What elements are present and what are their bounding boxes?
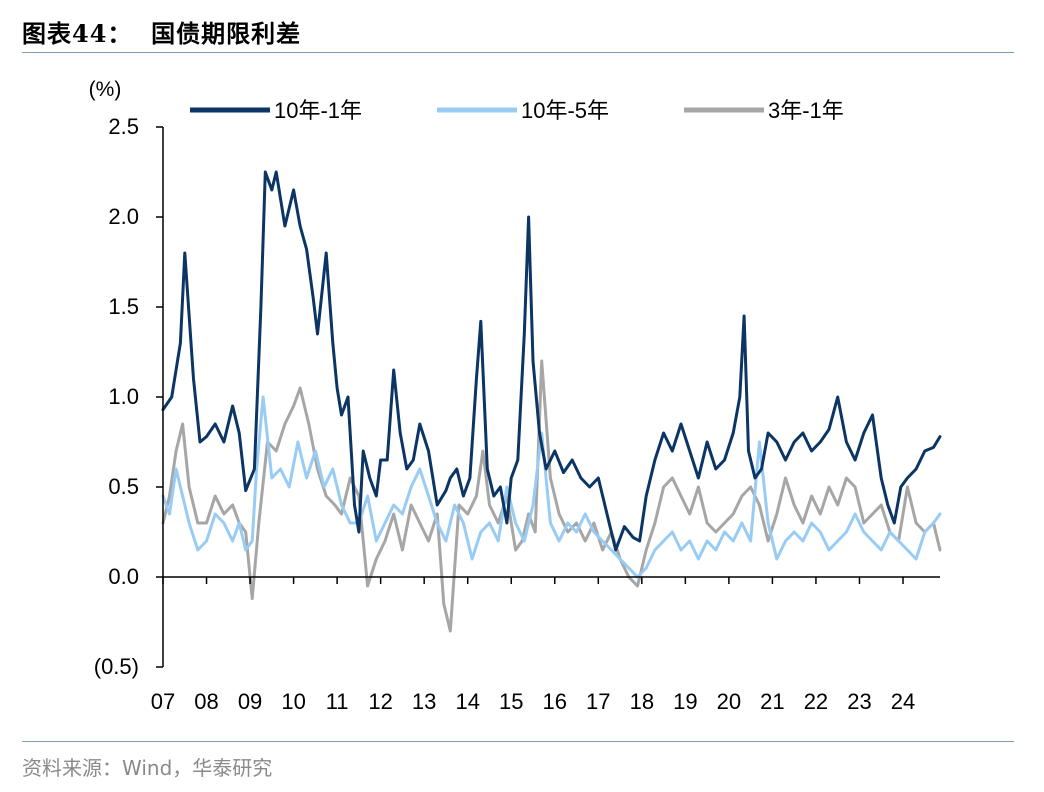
x-tick-label: 12 <box>368 689 392 714</box>
y-axis-label: (%) <box>89 78 122 101</box>
y-tick-label: 2.5 <box>108 114 139 139</box>
x-tick-label: 23 <box>847 689 871 714</box>
y-tick-label: 1.0 <box>108 384 139 409</box>
x-tick-label: 10 <box>281 689 305 714</box>
series-line-2 <box>161 395 942 579</box>
x-tick-label: 20 <box>717 689 741 714</box>
x-tick-label: 13 <box>412 689 436 714</box>
x-tick-label: 17 <box>586 689 610 714</box>
legend-label: 10年-1年 <box>274 98 362 123</box>
axes: (0.5) 0.0 0.5 1.0 1.5 2.0 2.5 07 08 09 10 11 12 13 14 1… <box>94 114 940 714</box>
y-tick-label: 1.5 <box>108 294 139 319</box>
top-rule <box>22 52 1014 53</box>
x-tick-label: 07 <box>151 689 175 714</box>
x-tick-label: 24 <box>891 689 915 714</box>
bottom-rule <box>22 741 1014 742</box>
legend-label: 10年-5年 <box>521 98 609 123</box>
x-tick-label: 16 <box>543 689 567 714</box>
series-layer <box>161 170 942 633</box>
y-tick-label: (0.5) <box>94 654 139 679</box>
series-line-1 <box>161 170 942 552</box>
line-chart: (%) 10年-1年 10年-5年 3年-1年 (0.5) 0.0 0.5 1.0 1.5 2… <box>89 78 942 714</box>
x-tick-label: 15 <box>499 689 523 714</box>
legend-label: 3年-1年 <box>768 98 844 123</box>
y-tick-label: 0.0 <box>108 564 139 589</box>
series-line-3 <box>161 359 942 633</box>
y-tick-label: 0.5 <box>108 474 139 499</box>
x-tick-label: 21 <box>760 689 784 714</box>
x-tick-label: 19 <box>673 689 697 714</box>
x-tick-label: 09 <box>238 689 262 714</box>
x-tick-label: 08 <box>194 689 218 714</box>
x-tick-label: 22 <box>804 689 828 714</box>
x-tick-label: 18 <box>630 689 654 714</box>
legend: 10年-1年 10年-5年 3年-1年 <box>190 98 844 123</box>
figure-title: 图表44： 国债期限利差 <box>22 19 302 48</box>
source-note: 资料来源：Wind，华泰研究 <box>22 756 273 780</box>
x-tick-label: 11 <box>326 689 349 714</box>
x-tick-label: 14 <box>455 689 479 714</box>
y-tick-label: 2.0 <box>108 204 139 229</box>
